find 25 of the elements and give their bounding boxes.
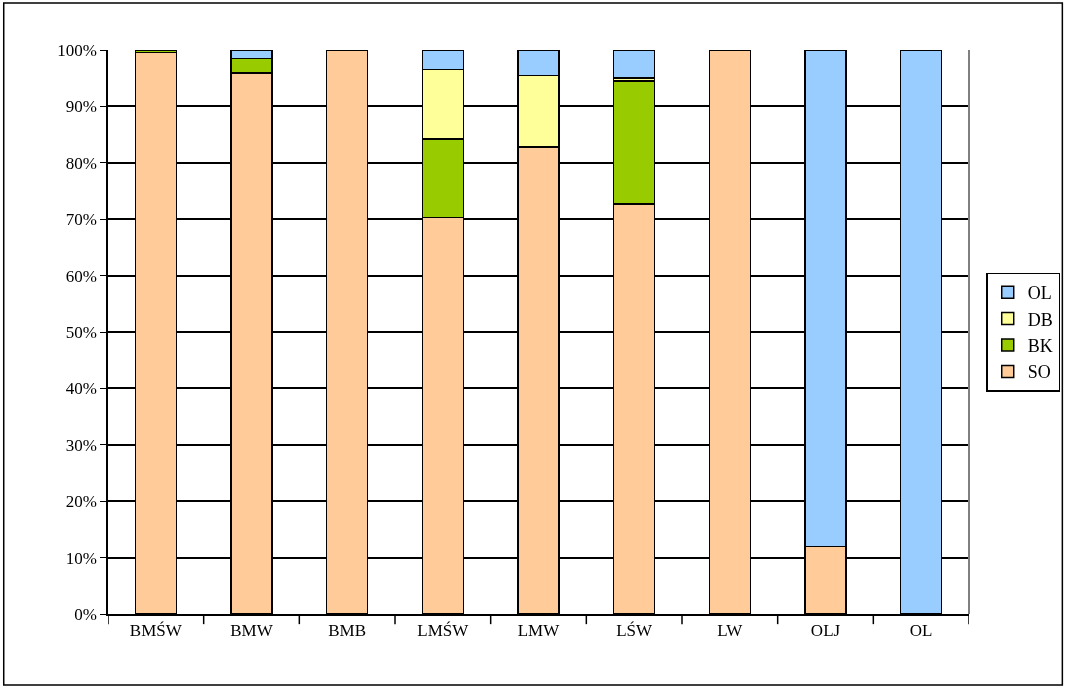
x-tick-label: BMB xyxy=(328,621,367,641)
y-tick-label: 50% xyxy=(65,322,97,342)
y-tick-label: 0% xyxy=(74,604,97,624)
x-tick-label: LMW xyxy=(517,621,561,641)
x-tick-label: BMŚW xyxy=(129,621,183,641)
y-tick-label: 10% xyxy=(65,548,97,568)
x-tick-label: OLJ xyxy=(810,621,841,641)
y-tick-label: 70% xyxy=(65,210,97,230)
y-tick-label: 60% xyxy=(65,266,97,286)
legend-label: BK xyxy=(1027,336,1053,357)
x-tick-label: BMW xyxy=(230,621,274,641)
x-tick-label: LW xyxy=(717,621,744,641)
y-tick-label: 90% xyxy=(65,97,97,117)
y-tick-label: 80% xyxy=(65,153,97,173)
x-tick-label: LMŚW xyxy=(417,621,470,641)
y-tick-label: 100% xyxy=(57,40,97,60)
x-tick-label: OL xyxy=(909,621,933,641)
bar xyxy=(612,50,656,79)
y-tick-label: 20% xyxy=(65,492,97,512)
y-tick-label: 40% xyxy=(65,379,97,399)
y-tick-label: 30% xyxy=(65,435,97,455)
legend-label: DB xyxy=(1027,309,1053,330)
legend-label: SO xyxy=(1027,362,1051,383)
legend-label: OL xyxy=(1027,283,1052,304)
x-tick-label: LŚW xyxy=(616,621,654,641)
